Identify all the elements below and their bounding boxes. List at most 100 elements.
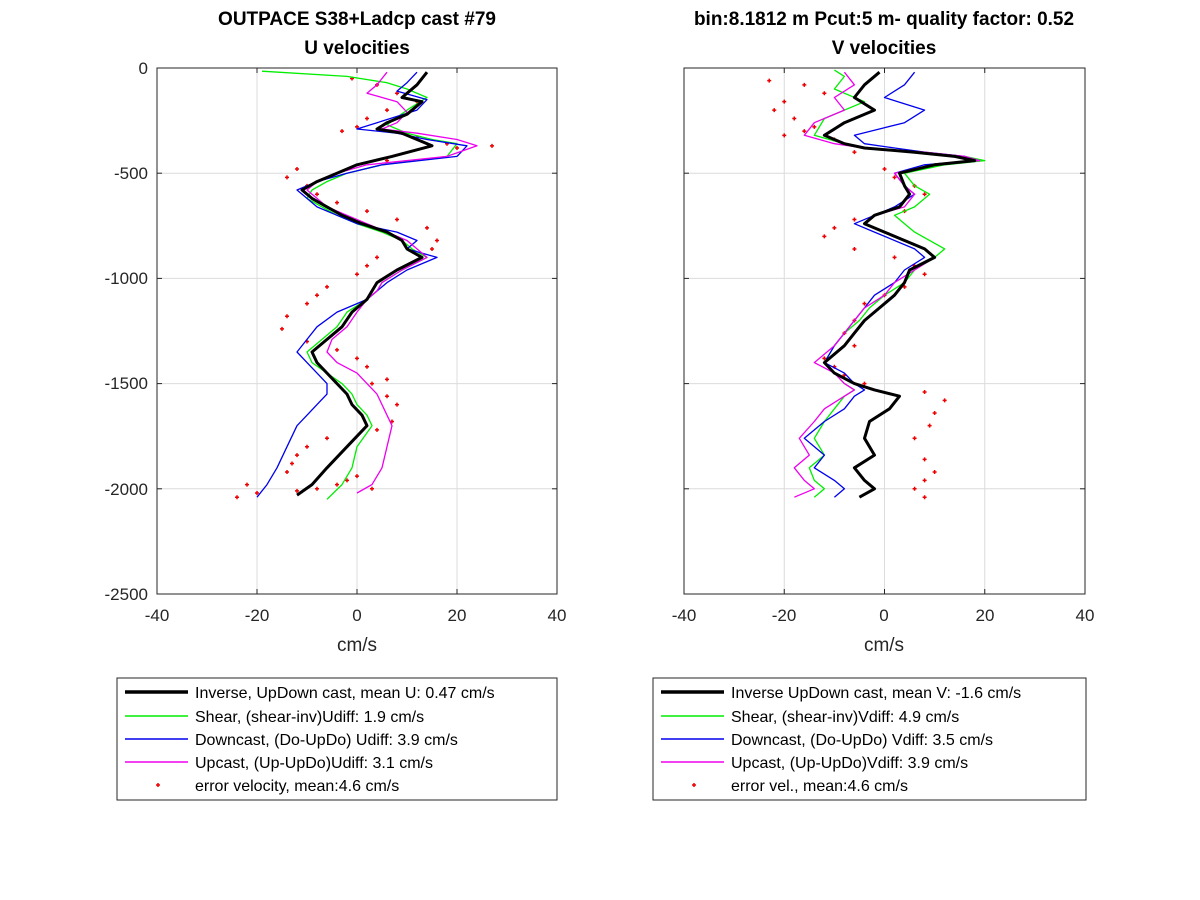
v-legend-label: Downcast, (Do-UpDo) Vdiff: 3.5 cm/s <box>731 732 993 749</box>
v-axes-box <box>683 67 1086 595</box>
v-error-point <box>862 301 867 306</box>
u-error-point <box>305 444 309 449</box>
u-subtitle: U velocities <box>304 38 410 59</box>
u-error-point <box>295 166 299 171</box>
u-error-point <box>285 175 289 180</box>
u-error-point <box>280 326 284 331</box>
u-error-point <box>370 486 374 491</box>
v-xlabel: cm/s <box>864 635 904 656</box>
v-error-velocity-series <box>767 78 947 500</box>
u-title: OUTPACE S38+Ladcp cast #79 <box>218 9 496 30</box>
u-error-point <box>315 293 319 298</box>
v-error-point <box>772 108 777 113</box>
v-error-point <box>927 423 932 428</box>
v-error-point <box>792 116 797 121</box>
u-error-point <box>285 314 289 319</box>
u-error-point <box>335 482 339 487</box>
u-error-point <box>255 491 259 496</box>
u-error-point <box>385 394 389 399</box>
u-error-point <box>365 209 369 214</box>
v-inverse-line <box>822 71 977 499</box>
v-error-point <box>852 217 857 222</box>
u-error-point <box>335 347 339 352</box>
u-upcast-line <box>306 71 478 494</box>
v-error-point <box>892 175 897 180</box>
u-error-point <box>425 225 429 230</box>
u-xtick-label: 40 <box>548 606 567 625</box>
u-legend-swatch-error <box>156 783 160 787</box>
v-error-point <box>922 457 927 462</box>
u-error-point <box>365 263 369 268</box>
v-legend-label: error vel., mean:4.6 cm/s <box>731 778 908 795</box>
v-error-point <box>802 82 807 87</box>
u-ytick-label: -2000 <box>105 480 148 499</box>
v-error-point <box>822 91 827 96</box>
v-error-point <box>942 398 947 403</box>
u-error-velocity-series <box>235 76 494 500</box>
v-error-point <box>812 124 817 129</box>
v-error-point <box>832 225 837 230</box>
u-error-point <box>385 377 389 382</box>
v-error-point <box>822 356 827 361</box>
v-legend: Inverse UpDown cast, mean V: -1.6 cm/s S… <box>652 677 1087 801</box>
u-ticks: -40 -20 0 20 40 0 -500 -1000 -1500 -2000… <box>105 59 567 625</box>
v-xtick-label: 40 <box>1076 606 1095 625</box>
u-error-point <box>375 427 379 432</box>
u-legend-box <box>116 677 558 801</box>
v-error-point <box>852 343 857 348</box>
v-panel: bin:8.1812 m Pcut:5 m- quality factor: 0… <box>652 9 1095 801</box>
u-ytick-label: -1000 <box>105 269 148 288</box>
v-error-point <box>912 486 917 491</box>
u-error-point <box>315 486 319 491</box>
v-error-point <box>767 78 772 83</box>
u-error-point <box>290 461 294 466</box>
v-upcast-line <box>793 71 981 498</box>
u-legend-label: Downcast, (Do-UpDo) Udiff: 3.9 cm/s <box>195 732 458 749</box>
u-error-point <box>355 474 359 479</box>
u-ytick-label: 0 <box>139 59 148 78</box>
v-legend-swatch-error <box>692 783 696 787</box>
v-shear-line <box>808 69 986 498</box>
u-error-point <box>385 158 389 163</box>
u-xlabel: cm/s <box>337 635 377 656</box>
v-subtitle: V velocities <box>832 38 937 59</box>
v-title: bin:8.1812 m Pcut:5 m- quality factor: 0… <box>694 9 1074 30</box>
v-error-point <box>922 192 927 197</box>
v-error-point <box>852 246 857 251</box>
u-ytick-label: -2500 <box>105 585 148 604</box>
u-error-point <box>370 381 374 386</box>
u-plot-area <box>235 70 494 500</box>
u-error-point <box>355 124 359 129</box>
v-legend-label: Upcast, (Up-UpDo)Vdiff: 3.9 cm/s <box>731 755 968 772</box>
u-error-point <box>395 91 399 96</box>
v-legend-label: Inverse UpDown cast, mean V: -1.6 cm/s <box>731 685 1021 702</box>
u-error-point <box>345 478 349 483</box>
u-error-point <box>295 488 299 493</box>
v-ticks: -40 -20 0 20 40 <box>672 606 1095 625</box>
u-legend-label: Shear, (shear-inv)Udiff: 1.9 cm/s <box>195 709 424 726</box>
v-error-point <box>852 150 857 155</box>
u-error-point <box>365 364 369 369</box>
v-error-point <box>782 99 787 104</box>
u-panel: OUTPACE S38+Ladcp cast #79 U velocities … <box>105 9 567 801</box>
u-error-point <box>355 356 359 361</box>
u-error-point <box>385 108 389 113</box>
u-legend: Inverse, UpDown cast, mean U: 0.47 cm/s … <box>116 677 558 801</box>
u-error-point <box>375 255 379 260</box>
v-legend-box <box>652 677 1087 801</box>
u-error-point <box>395 217 399 222</box>
v-xtick-label: 20 <box>976 606 995 625</box>
u-legend-label: error velocity, mean:4.6 cm/s <box>195 778 399 795</box>
u-ytick-label: -500 <box>114 164 148 183</box>
u-error-point <box>245 482 249 487</box>
u-error-point <box>435 238 439 243</box>
u-error-point <box>315 192 319 197</box>
v-error-point <box>922 495 927 500</box>
u-legend-label: Upcast, (Up-UpDo)Udiff: 3.1 cm/s <box>195 755 433 772</box>
u-error-point <box>325 284 329 289</box>
u-error-point <box>235 495 239 500</box>
u-legend-label: Inverse, UpDown cast, mean U: 0.47 cm/s <box>195 685 495 702</box>
u-error-point <box>455 145 459 150</box>
u-error-point <box>305 301 309 306</box>
